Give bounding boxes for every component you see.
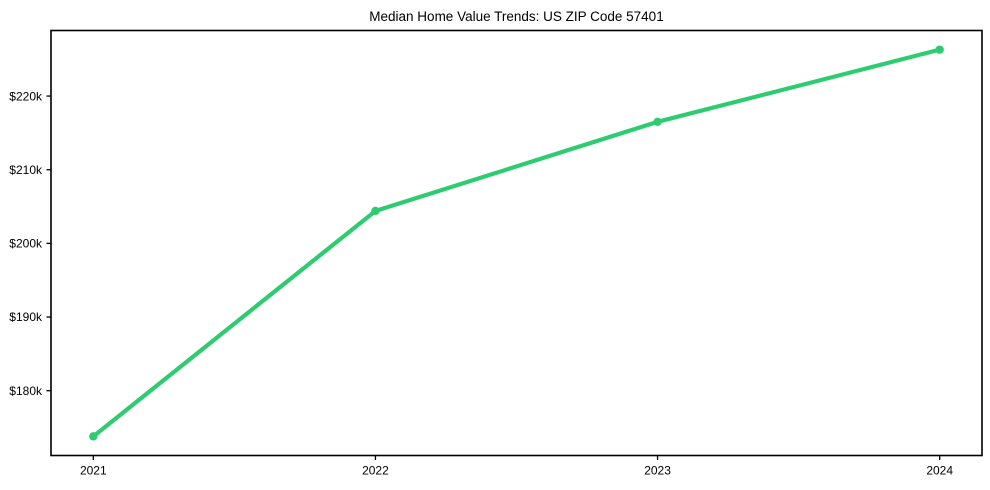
data-point-marker (653, 117, 662, 127)
trend-line (91, 47, 942, 439)
data-point-marker (371, 206, 380, 216)
data-point-marker (89, 432, 98, 441)
x-axis-tick-label: 2022 (362, 464, 389, 478)
plot-frame (50, 29, 983, 457)
x-axis-tick-label: 2021 (80, 464, 107, 478)
x-axis-tick-label: 2023 (644, 464, 671, 478)
x-axis-tick-label: 2024 (926, 464, 953, 478)
y-axis-tick-label: $190k (9, 310, 43, 324)
y-axis-tick-label: $180k (9, 384, 43, 398)
data-point-marker (935, 45, 944, 54)
plot-area: $180k $190k $200k $210k $220k 2021 2022 2023 202… (9, 29, 983, 478)
y-axis-tick-label: $210k (9, 163, 43, 177)
y-axis-tick-label: $220k (9, 89, 43, 103)
y-axis-tick-label: $200k (9, 237, 43, 251)
chart-title: Median Home Value Trends: US ZIP Code 57… (369, 9, 663, 24)
